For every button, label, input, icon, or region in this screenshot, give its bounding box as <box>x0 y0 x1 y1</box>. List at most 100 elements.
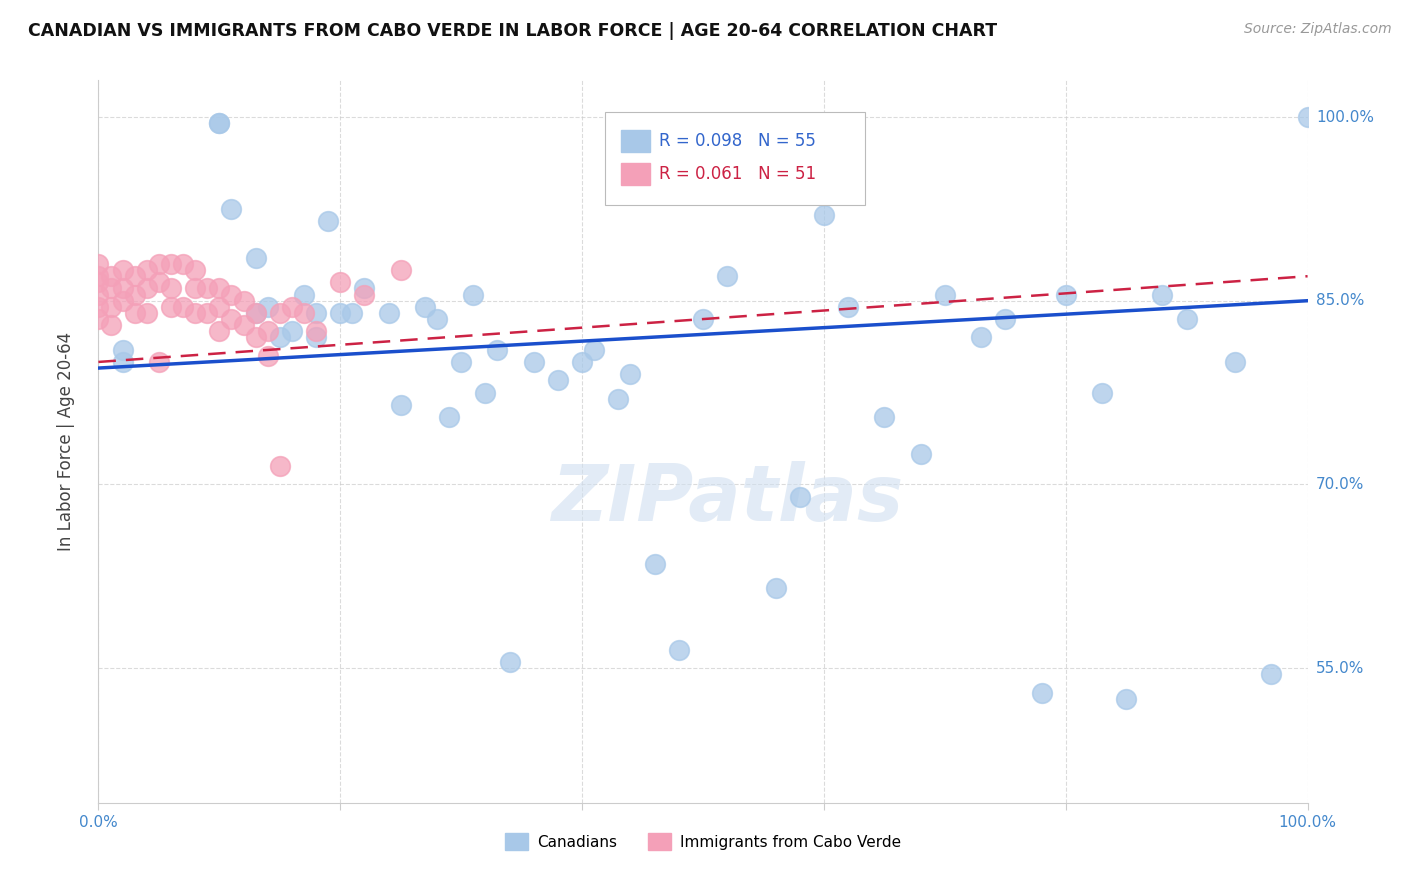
Immigrants from Cabo Verde <box>124 269 146 284</box>
Canadians <box>970 330 993 344</box>
Canadians <box>437 410 460 425</box>
Canadians <box>269 330 291 344</box>
Immigrants from Cabo Verde <box>221 287 243 301</box>
Immigrants from Cabo Verde <box>195 306 218 320</box>
Canadians <box>789 490 811 504</box>
Canadians <box>463 287 485 301</box>
Canadians <box>1152 287 1174 301</box>
Immigrants from Cabo Verde <box>111 281 134 295</box>
Immigrants from Cabo Verde <box>148 355 170 369</box>
Canadians <box>668 642 690 657</box>
Immigrants from Cabo Verde <box>389 263 412 277</box>
Canadians <box>523 355 546 369</box>
Immigrants from Cabo Verde <box>269 306 291 320</box>
Text: 85.0%: 85.0% <box>1316 293 1364 309</box>
Immigrants from Cabo Verde <box>160 281 183 295</box>
Immigrants from Cabo Verde <box>87 257 110 271</box>
Canadians <box>994 312 1017 326</box>
Canadians <box>292 287 315 301</box>
Immigrants from Cabo Verde <box>87 276 110 290</box>
Canadians <box>1296 110 1319 124</box>
Immigrants from Cabo Verde <box>100 318 122 333</box>
Immigrants from Cabo Verde <box>148 276 170 290</box>
Canadians <box>353 281 375 295</box>
Canadians <box>305 330 328 344</box>
Immigrants from Cabo Verde <box>124 306 146 320</box>
Immigrants from Cabo Verde <box>172 300 194 314</box>
Canadians <box>910 447 932 461</box>
Immigrants from Cabo Verde <box>100 300 122 314</box>
Immigrants from Cabo Verde <box>87 269 110 284</box>
Canadians <box>413 300 436 314</box>
Canadians <box>111 343 134 357</box>
Immigrants from Cabo Verde <box>195 281 218 295</box>
Canadians <box>498 655 520 669</box>
Immigrants from Cabo Verde <box>329 276 352 290</box>
Text: R = 0.098   N = 55: R = 0.098 N = 55 <box>659 132 817 150</box>
Immigrants from Cabo Verde <box>184 263 207 277</box>
Canadians <box>1054 287 1077 301</box>
Immigrants from Cabo Verde <box>148 257 170 271</box>
Canadians <box>208 116 231 130</box>
Immigrants from Cabo Verde <box>353 287 375 301</box>
Immigrants from Cabo Verde <box>100 269 122 284</box>
Immigrants from Cabo Verde <box>184 306 207 320</box>
Y-axis label: In Labor Force | Age 20-64: In Labor Force | Age 20-64 <box>56 332 75 551</box>
Immigrants from Cabo Verde <box>256 324 278 338</box>
Canadians <box>934 287 956 301</box>
Immigrants from Cabo Verde <box>305 324 328 338</box>
Immigrants from Cabo Verde <box>124 287 146 301</box>
Immigrants from Cabo Verde <box>221 312 243 326</box>
Canadians <box>474 385 496 400</box>
Canadians <box>342 306 364 320</box>
Canadians <box>583 343 606 357</box>
Immigrants from Cabo Verde <box>135 281 157 295</box>
Immigrants from Cabo Verde <box>208 324 231 338</box>
Text: CANADIAN VS IMMIGRANTS FROM CABO VERDE IN LABOR FORCE | AGE 20-64 CORRELATION CH: CANADIAN VS IMMIGRANTS FROM CABO VERDE I… <box>28 22 997 40</box>
Text: 100.0%: 100.0% <box>1316 110 1374 125</box>
Canadians <box>245 251 267 265</box>
Legend: Canadians, Immigrants from Cabo Verde: Canadians, Immigrants from Cabo Verde <box>499 827 907 856</box>
Canadians <box>281 324 304 338</box>
Immigrants from Cabo Verde <box>281 300 304 314</box>
Canadians <box>426 312 449 326</box>
Canadians <box>1175 312 1198 326</box>
Immigrants from Cabo Verde <box>245 306 267 320</box>
Canadians <box>1260 667 1282 681</box>
Canadians <box>450 355 472 369</box>
Canadians <box>1031 685 1053 699</box>
Canadians <box>208 116 231 130</box>
Canadians <box>716 269 738 284</box>
Immigrants from Cabo Verde <box>160 300 183 314</box>
Canadians <box>837 300 859 314</box>
Immigrants from Cabo Verde <box>160 257 183 271</box>
Text: 55.0%: 55.0% <box>1316 661 1364 675</box>
Canadians <box>813 208 835 222</box>
Immigrants from Cabo Verde <box>100 281 122 295</box>
Immigrants from Cabo Verde <box>208 281 231 295</box>
Immigrants from Cabo Verde <box>184 281 207 295</box>
Canadians <box>111 355 134 369</box>
Canadians <box>692 312 714 326</box>
Immigrants from Cabo Verde <box>256 349 278 363</box>
Immigrants from Cabo Verde <box>135 306 157 320</box>
Canadians <box>1223 355 1246 369</box>
Canadians <box>1091 385 1114 400</box>
Canadians <box>245 306 267 320</box>
Canadians <box>389 398 412 412</box>
Immigrants from Cabo Verde <box>208 300 231 314</box>
Canadians <box>547 373 569 387</box>
Canadians <box>221 202 243 216</box>
Canadians <box>571 355 593 369</box>
Immigrants from Cabo Verde <box>111 263 134 277</box>
Canadians <box>486 343 509 357</box>
Text: 70.0%: 70.0% <box>1316 477 1364 491</box>
Immigrants from Cabo Verde <box>245 330 267 344</box>
Text: R = 0.061   N = 51: R = 0.061 N = 51 <box>659 165 817 183</box>
Canadians <box>765 582 787 596</box>
Immigrants from Cabo Verde <box>87 312 110 326</box>
Immigrants from Cabo Verde <box>111 293 134 308</box>
Canadians <box>644 557 666 571</box>
Text: ZIPatlas: ZIPatlas <box>551 461 903 537</box>
Immigrants from Cabo Verde <box>232 318 254 333</box>
